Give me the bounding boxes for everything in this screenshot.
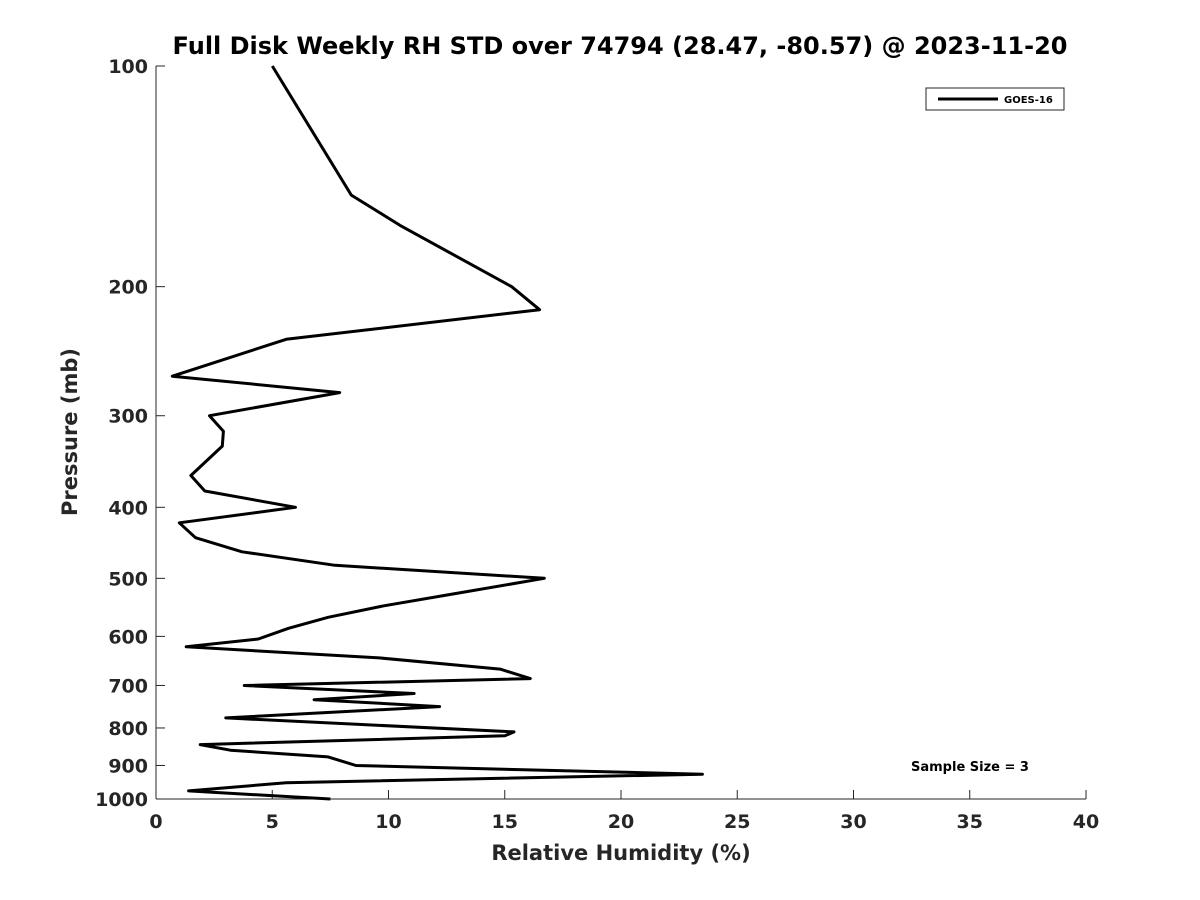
legend: GOES-16	[925, 87, 1065, 111]
series-layer	[170, 65, 704, 801]
x-tick-label: 30	[840, 811, 866, 833]
y-axis-label: Pressure (mb)	[58, 348, 82, 516]
y-tick-label: 300	[108, 406, 148, 428]
series-line-goes-16	[170, 65, 704, 801]
y-tick-label: 800	[108, 718, 148, 740]
legend-label-goes-16: GOES-16	[1004, 95, 1053, 106]
x-tick-label: 20	[608, 811, 634, 833]
y-tick-label: 400	[108, 497, 148, 519]
chart-title: Full Disk Weekly RH STD over 74794 (28.4…	[173, 32, 1068, 60]
x-tick-label: 35	[957, 811, 983, 833]
x-axis-label: Relative Humidity (%)	[491, 841, 750, 865]
x-tick-label: 5	[266, 811, 279, 833]
x-tick-label: 15	[492, 811, 518, 833]
y-tick-label: 100	[108, 56, 148, 78]
x-tick-label: 10	[375, 811, 401, 833]
y-tick-label: 500	[108, 568, 148, 590]
y-tick-label: 1000	[95, 789, 148, 811]
y-tick-label: 600	[108, 626, 148, 648]
x-tick-label: 40	[1073, 811, 1099, 833]
y-tick-label: 700	[108, 675, 148, 697]
sample-size-annotation: Sample Size = 3	[911, 760, 1029, 775]
y-ticks: 100 200 300 400 500 600 700 800 900 1000	[95, 56, 165, 811]
plot-area	[156, 66, 1086, 799]
y-tick-label: 200	[108, 277, 148, 299]
x-tick-label: 0	[149, 811, 162, 833]
y-tick-label: 900	[108, 755, 148, 777]
x-tick-label: 25	[724, 811, 750, 833]
x-ticks: 0 5 10 15 20 25 30 35 40	[149, 790, 1099, 833]
